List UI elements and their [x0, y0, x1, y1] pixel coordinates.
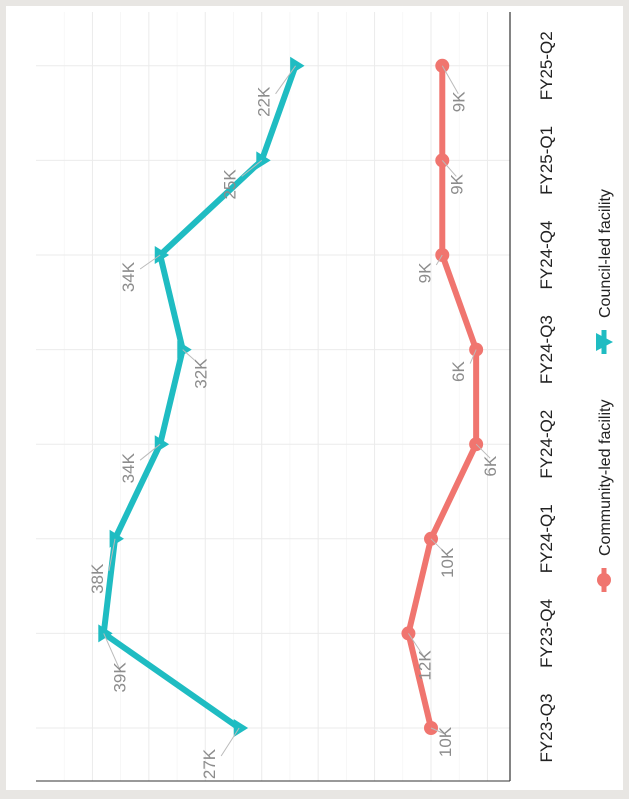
data-label: 9K: [447, 173, 466, 194]
category-tick-label: FY24-Q1: [537, 504, 556, 573]
label-leader-line: [408, 633, 425, 658]
data-label: 34K: [119, 261, 138, 292]
label-leader-line: [139, 443, 161, 461]
category-tick-label: FY24-Q4: [537, 221, 556, 290]
label-leader-line: [275, 65, 296, 95]
label-leader-line: [469, 349, 477, 364]
data-labels: 10K 12K 10K 6K 6K 9K 9K 9K 27K 39K 38K 34K 32K 34K 25K…: [88, 65, 500, 779]
legend-item: Council-led facility: [596, 189, 614, 354]
legend-item: Community-led facility: [597, 400, 614, 592]
category-ticks: FY23-Q3 FY23-Q4 FY24-Q1 FY24-Q2 FY24-Q3 FY24-…: [537, 31, 556, 762]
series-line: [405, 62, 480, 731]
label-leader-line: [241, 160, 263, 177]
legend: Community-led facility Council-led facili…: [596, 189, 614, 592]
chart-panel: [6, 6, 623, 790]
category-tick-label: FY23-Q4: [537, 599, 556, 668]
data-label: 34K: [119, 452, 138, 483]
label-leader-line: [430, 727, 446, 735]
data-point: [154, 435, 170, 454]
data-label: 6K: [449, 361, 468, 382]
label-leader-line: [103, 633, 121, 670]
data-label: 38K: [88, 563, 107, 594]
legend-label: Council-led facility: [597, 189, 614, 318]
data-label: 12K: [415, 650, 434, 681]
data-point: [256, 151, 271, 170]
label-leader-line: [475, 443, 491, 459]
data-point: [233, 719, 249, 737]
data-label: 9K: [415, 262, 434, 283]
category-tick-label: FY25-Q1: [537, 126, 556, 195]
data-point: [290, 56, 305, 75]
data-point: [154, 246, 170, 264]
data-point: [98, 624, 113, 643]
series-layer: [98, 56, 484, 737]
data-point: [177, 340, 192, 359]
legend-key-marker: [597, 573, 611, 587]
data-label: 22K: [255, 86, 274, 117]
label-leader-line: [139, 254, 161, 270]
legend-label: Community-led facility: [597, 400, 614, 556]
category-tick-label: FY25-Q2: [537, 31, 556, 100]
label-leader-line: [220, 727, 240, 757]
data-label: 27K: [200, 748, 219, 779]
category-tick-label: FY24-Q2: [537, 410, 556, 479]
category-tick-label: FY23-Q3: [537, 694, 556, 763]
label-leader-line: [441, 65, 459, 95]
series-line: [100, 62, 299, 731]
label-leader-line: [108, 538, 116, 571]
legend-key-marker: [596, 333, 613, 351]
gridlines: [36, 12, 510, 781]
label-leader-line: [430, 538, 448, 556]
data-label: 32K: [192, 358, 211, 389]
data-label: 39K: [111, 662, 130, 693]
data-point: [109, 529, 124, 548]
label-leader-line: [435, 254, 443, 266]
data-label: 9K: [449, 91, 468, 112]
data-label: 25K: [221, 169, 240, 200]
data-label: 10K: [436, 726, 455, 757]
data-label: 10K: [438, 547, 457, 578]
label-leader-line: [441, 160, 457, 177]
label-leader-line: [182, 349, 202, 366]
category-tick-label: FY24-Q3: [537, 315, 556, 384]
data-label: 6K: [481, 455, 500, 476]
